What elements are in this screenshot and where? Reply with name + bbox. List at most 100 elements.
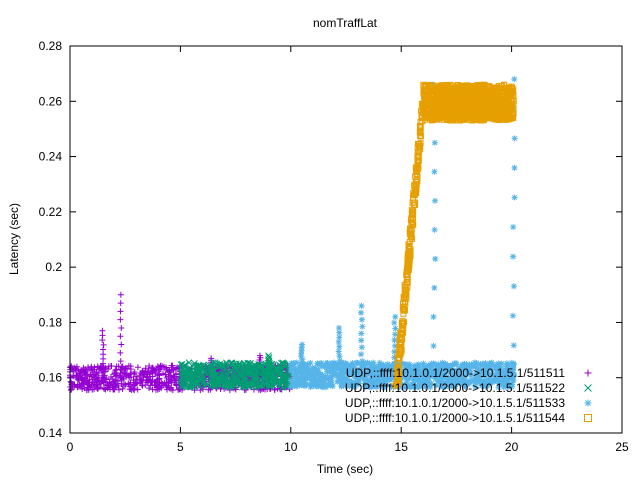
data-point [412, 376, 419, 383]
data-point [312, 365, 319, 372]
data-point [118, 341, 125, 348]
y-tick-label: 0.22 [39, 205, 63, 219]
data-point [487, 360, 494, 367]
data-point [88, 363, 95, 370]
data-point [403, 266, 410, 273]
data-point [503, 363, 510, 370]
data-point [465, 364, 472, 371]
data-point [368, 366, 375, 373]
data-point [404, 274, 411, 281]
data-point [145, 366, 152, 373]
data-point [491, 378, 498, 385]
data-point [461, 372, 468, 379]
data-point [258, 363, 266, 371]
data-point [511, 76, 518, 83]
data-point [402, 364, 409, 371]
series-2 [177, 352, 295, 391]
data-point [383, 375, 390, 382]
data-point [466, 113, 473, 120]
data-point [415, 152, 422, 159]
data-point [425, 379, 432, 386]
data-point [327, 381, 334, 388]
data-point [321, 364, 328, 371]
data-point [139, 382, 146, 389]
y-tick-label: 0.14 [39, 426, 63, 440]
data-point [160, 370, 167, 377]
data-point [465, 100, 472, 107]
data-point [486, 363, 493, 370]
data-point [386, 376, 393, 383]
data-point [362, 383, 369, 390]
legend: UDP,::ffff:10.1.0.1/2000->10.1.5.1/51151… [345, 366, 592, 425]
data-point [502, 373, 509, 380]
data-point [480, 105, 487, 112]
data-point [100, 374, 107, 381]
data-point [376, 359, 383, 366]
data-point [481, 365, 488, 372]
data-point [506, 381, 513, 388]
data-point [420, 369, 427, 376]
data-point [117, 358, 124, 365]
data-point [373, 377, 380, 384]
y-axis-label: Latency (sec) [7, 203, 21, 275]
x-tick-label: 5 [177, 440, 184, 454]
data-point [77, 368, 84, 375]
data-point [495, 384, 502, 391]
x-tick-label: 10 [284, 440, 298, 454]
data-point [391, 319, 398, 326]
data-point [462, 384, 469, 391]
data-point [451, 100, 458, 107]
data-point [91, 379, 98, 386]
data-point [267, 371, 275, 379]
data-point [216, 375, 224, 383]
data-point [480, 370, 487, 377]
data-point [247, 360, 254, 367]
data-point [244, 359, 252, 367]
data-point [304, 361, 311, 368]
data-point [397, 333, 404, 340]
data-point [165, 379, 172, 386]
data-point [417, 383, 424, 390]
data-point [384, 368, 391, 375]
data-point [502, 114, 509, 121]
data-point [171, 379, 178, 386]
data-point [293, 359, 300, 366]
data-point [139, 381, 146, 388]
data-point [472, 370, 479, 377]
data-point [188, 382, 196, 390]
data-point [392, 313, 399, 320]
data-point [419, 382, 426, 389]
data-point [138, 376, 145, 383]
data-point [298, 344, 305, 351]
data-point [207, 363, 215, 370]
data-point [74, 384, 81, 391]
data-point [374, 378, 381, 385]
data-point [432, 366, 439, 373]
data-point [149, 377, 156, 384]
data-point [343, 375, 350, 382]
data-point [422, 111, 429, 118]
data-point [333, 364, 340, 371]
data-point [468, 372, 475, 379]
data-point [298, 347, 305, 354]
data-point [345, 371, 352, 378]
data-point [357, 309, 364, 316]
data-point [408, 234, 415, 241]
data-point [438, 383, 445, 390]
data-point [440, 380, 447, 387]
data-point [102, 386, 109, 393]
data-point [371, 366, 378, 373]
data-point [422, 375, 429, 382]
data-point [418, 376, 425, 383]
data-point [174, 364, 181, 371]
data-point [358, 371, 365, 378]
data-point [114, 380, 121, 387]
data-point [395, 361, 402, 368]
data-point [431, 371, 438, 378]
data-point [307, 359, 314, 366]
data-point [434, 378, 441, 385]
data-point [432, 374, 439, 381]
data-point [403, 375, 410, 382]
data-point [218, 382, 226, 389]
